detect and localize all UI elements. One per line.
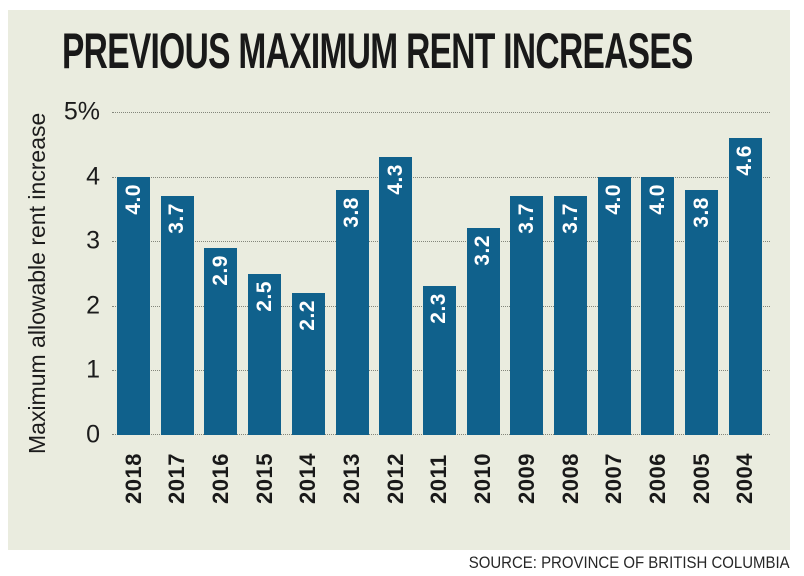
x-tick-label: 2016 [207,453,233,504]
x-tick-label: 2017 [164,453,190,504]
x-tick-label: 2010 [470,453,496,504]
gridline [112,112,770,113]
bar: 4.0 [597,176,631,435]
bar-value-label: 3.7 [558,202,582,234]
x-tick: 2009 [510,453,543,504]
bar-value-label: 4.0 [121,183,145,215]
x-tick-label: 2011 [426,454,452,504]
bar: 4.0 [117,176,150,435]
x-tick-label: 2009 [513,453,539,504]
x-tick: 2013 [336,453,369,504]
bar: 3.7 [510,195,544,435]
bar: 4.6 [728,137,762,435]
bar-value-label: 3.8 [340,196,364,228]
bar-value-label: 4.6 [733,144,757,176]
bar: 4.3 [379,157,413,435]
chart-title: PREVIOUS MAXIMUM RENT INCREASES [62,23,693,79]
bar-value-label: 3.8 [689,196,713,228]
x-tick-label: 2015 [251,453,277,504]
x-tick: 2012 [379,453,412,504]
x-tick: 2017 [161,453,194,504]
x-tick: 2016 [204,453,237,504]
bar: 3.7 [554,195,588,435]
x-tick: 2010 [467,453,500,504]
x-tick-label: 2005 [688,453,714,504]
y-tick-label: 1 [86,355,100,384]
bar: 3.7 [160,195,194,435]
bar: 3.2 [466,228,500,435]
bar: 3.8 [685,189,719,435]
y-tick-label: 2 [86,291,100,320]
x-tick: 2011 [423,453,456,504]
y-tick-label: 4 [86,162,100,191]
bar-value-label: 2.5 [252,280,276,312]
x-tick-label: 2018 [120,453,146,504]
bar-value-label: 2.2 [296,299,320,331]
bar-value-label: 4.0 [645,183,669,215]
x-tick: 2005 [685,453,718,504]
x-tick: 2008 [554,453,587,504]
x-tick: 2006 [641,453,674,504]
bar: 2.3 [422,286,456,435]
source-credit: SOURCE: PROVINCE OF BRITISH COLUMBIA [469,553,790,572]
x-tick: 2018 [117,453,150,504]
bar-value-label: 2.9 [208,254,232,286]
y-tick-label: 3 [86,226,100,255]
x-tick-label: 2006 [644,453,670,504]
x-tick-label: 2007 [601,453,627,504]
plot-area: 4.0 3.7 2.9 2.5 2.2 3.8 4.3 2.3 3.2 3.7 3.7 4.0 4.0 3… [112,112,770,435]
bar-group: 4.0 3.7 2.9 2.5 2.2 3.8 4.3 2.3 3.2 3.7 3.7 4.0 4.0 3… [117,112,762,435]
bar-value-label: 3.2 [471,235,495,266]
bar: 2.2 [291,292,325,435]
bar: 2.5 [248,273,282,435]
bar: 3.8 [335,189,369,435]
x-tick-label: 2014 [295,453,321,504]
gridline [112,176,770,178]
bar: 2.9 [204,247,238,435]
bar-value-label: 3.7 [514,202,538,234]
bar-value-label: 3.7 [165,202,189,234]
bar-value-label: 2.3 [427,293,451,325]
x-axis-ticks: 2018 2017 2016 2015 2014 2013 2012 2011 2010 2009… [117,453,762,504]
gridline [112,241,770,243]
chart-panel: PREVIOUS MAXIMUM RENT INCREASES Maximum … [8,10,790,550]
x-tick: 2015 [248,453,281,504]
x-tick: 2007 [598,453,631,504]
x-tick-label: 2013 [339,453,365,504]
x-tick: 2004 [729,453,762,504]
x-tick-label: 2004 [732,453,758,504]
bar: 4.0 [641,176,675,435]
y-tick-label: 5% [63,97,100,126]
x-tick-label: 2012 [382,453,408,504]
x-tick: 2014 [292,453,325,504]
bar-value-label: 4.3 [383,164,407,195]
bar-value-label: 4.0 [602,183,626,215]
x-tick-label: 2008 [557,453,583,504]
y-axis-ticks: 5% 4 3 2 1 0 [8,98,100,449]
y-tick-label: 0 [86,420,100,449]
